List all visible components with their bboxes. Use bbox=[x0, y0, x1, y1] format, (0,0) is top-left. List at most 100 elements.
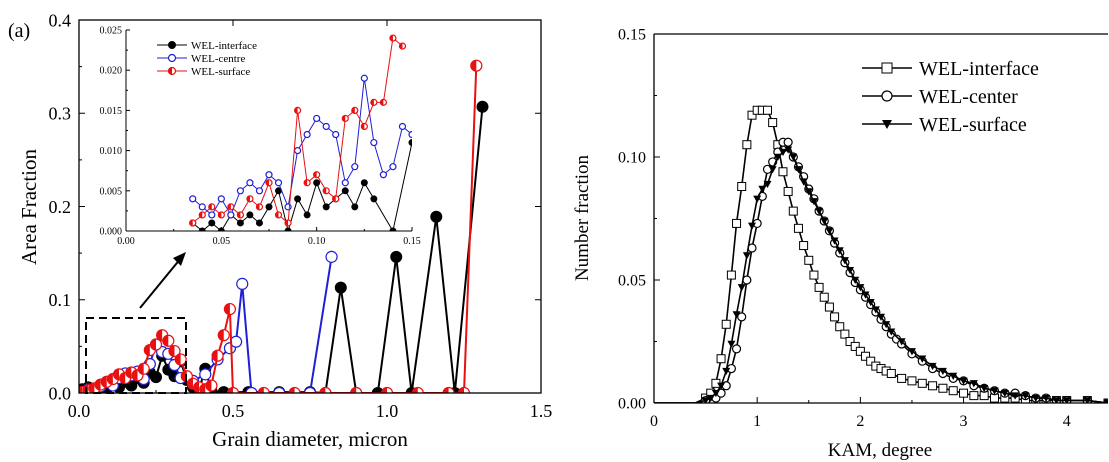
wel-interface-point bbox=[150, 371, 162, 384]
inset-wel-surface-point bbox=[198, 211, 206, 219]
wel-surface-point-half bbox=[289, 387, 295, 393]
wel-interface-point bbox=[830, 312, 840, 322]
wel-surface-point bbox=[825, 227, 834, 235]
x-tick-label: 3 bbox=[960, 413, 968, 430]
wel-surface-point-half bbox=[199, 383, 206, 393]
inset-wel-surface-point-half bbox=[189, 219, 193, 226]
wel-surface-point bbox=[866, 298, 875, 307]
y-tick-label: 0.05 bbox=[618, 273, 646, 290]
wel-surface-point bbox=[350, 386, 363, 393]
x-tick-label: 0 bbox=[650, 413, 658, 430]
inset-wel-surface-point bbox=[227, 203, 235, 211]
x-tick-label: 2 bbox=[856, 413, 864, 430]
inset-wel-centre-point bbox=[408, 130, 412, 139]
inset-wel-surface-point bbox=[217, 211, 225, 219]
inset-wel-centre-point bbox=[227, 211, 235, 219]
wel-interface-point bbox=[835, 322, 845, 332]
wel-surface-point bbox=[727, 340, 736, 348]
inset-wel-surface-point bbox=[284, 219, 292, 227]
y-tick-label: 0.000 bbox=[100, 227, 123, 238]
inset-wel-surface-point bbox=[398, 42, 407, 50]
wel-surface-point bbox=[768, 166, 777, 174]
inset-wel-centre-point bbox=[313, 114, 321, 123]
wel-surface-point-half bbox=[350, 387, 357, 393]
wel-centre-point bbox=[303, 386, 317, 393]
wel-surface-point bbox=[205, 379, 218, 392]
inset-ticks: 0.00 0.05 0.10 0.15 0.000 0.005 0.010 0.015 0.02… bbox=[100, 26, 421, 248]
wel-surface-point bbox=[938, 367, 947, 376]
inset-wel-surface-point-half bbox=[313, 171, 317, 178]
wel-interface-point bbox=[778, 167, 788, 177]
inset-wel-interface-point bbox=[255, 219, 263, 227]
wel-surface-point bbox=[1000, 389, 1009, 398]
wel-surface-point bbox=[846, 266, 855, 275]
panel-a-x-axis-label: Grain diameter, micron bbox=[212, 427, 408, 451]
wel-interface-point bbox=[840, 329, 850, 339]
inset-wel-centre-point bbox=[389, 163, 397, 171]
wel-interface-point bbox=[371, 387, 384, 393]
wel-surface-point bbox=[799, 178, 808, 186]
wel-surface-point-half bbox=[218, 329, 224, 341]
wel-interface-point bbox=[334, 281, 347, 294]
inset-wel-surface-point bbox=[332, 195, 340, 203]
inset-wel-surface-point-half bbox=[304, 179, 308, 186]
wel-surface-point bbox=[907, 348, 916, 356]
inset-wel-interface-point bbox=[370, 195, 378, 203]
inset-wel-interface-point bbox=[217, 227, 225, 231]
wel-center-point bbox=[737, 312, 747, 322]
inset-wel-surface-point-half bbox=[294, 107, 298, 114]
inset-wel-interface-point bbox=[265, 203, 273, 211]
wel-surface-point-half bbox=[138, 363, 144, 375]
wel-interface-point bbox=[799, 241, 809, 251]
wel-interface-point bbox=[732, 218, 742, 228]
wel-center-line bbox=[654, 141, 1108, 403]
legend-wel-surface-marker bbox=[882, 120, 892, 129]
wel-surface-point-half bbox=[187, 378, 193, 390]
inset-wel-surface-point bbox=[265, 179, 273, 187]
inset-wel-surface-point bbox=[274, 211, 283, 219]
inset-wel-surface-point-half bbox=[266, 179, 269, 186]
wel-surface-point-half bbox=[162, 335, 169, 347]
wel-interface-point bbox=[793, 223, 803, 233]
wel-interface-point bbox=[819, 292, 829, 302]
inset-wel-surface-point-half bbox=[275, 211, 279, 218]
wel-surface-point-half bbox=[119, 372, 126, 384]
wel-surface-point bbox=[969, 380, 978, 388]
panel-a-label: (a) bbox=[8, 20, 30, 42]
wel-interface-point bbox=[742, 140, 752, 150]
wel-surface-point bbox=[773, 153, 782, 161]
inset-wel-centre-point bbox=[360, 74, 368, 82]
wel-surface-point-half bbox=[412, 387, 418, 393]
inset-wel-surface-point bbox=[370, 98, 378, 106]
inset-wel-interface-point bbox=[408, 139, 412, 147]
x-tick-label: 1.0 bbox=[376, 401, 399, 421]
inset-wel-surface-point-half bbox=[199, 211, 203, 218]
wel-surface-point bbox=[748, 222, 757, 230]
inset-wel-surface-point bbox=[294, 106, 302, 115]
wel-surface-point bbox=[722, 367, 731, 376]
inset-wel-centre-point bbox=[265, 171, 273, 179]
wel-interface-point bbox=[809, 270, 819, 280]
inset-wel-interface-point bbox=[294, 195, 302, 203]
wel-surface-point-half bbox=[101, 376, 107, 388]
wel-surface-point-half bbox=[258, 387, 264, 393]
inset-wel-surface-point bbox=[236, 211, 244, 219]
y-tick-label: 0.020 bbox=[100, 66, 123, 77]
inset-wel-surface-point-half bbox=[227, 203, 231, 210]
wel-interface-point bbox=[737, 182, 747, 192]
wel-interface-point bbox=[788, 206, 798, 216]
wel-interface-point bbox=[907, 376, 917, 386]
inset-background bbox=[126, 30, 412, 231]
wel-interface-point bbox=[430, 210, 443, 223]
wel-surface-point bbox=[840, 257, 849, 265]
inset-wel-centre-point bbox=[255, 187, 264, 195]
inset-wel-surface-point bbox=[389, 34, 397, 42]
wel-interface-point bbox=[928, 381, 938, 391]
inset-wel-centre-point bbox=[217, 195, 225, 203]
panel-b-ticks: 0 1 2 3 4 0.00 0.05 0.10 0.15 bbox=[618, 27, 1071, 430]
panel-b-legend: WEL-interface WEL-center WEL-surface bbox=[862, 58, 1039, 136]
wel-interface-point bbox=[959, 388, 969, 398]
inset-wel-centre-point bbox=[398, 122, 407, 131]
wel-interface-point bbox=[726, 270, 736, 280]
